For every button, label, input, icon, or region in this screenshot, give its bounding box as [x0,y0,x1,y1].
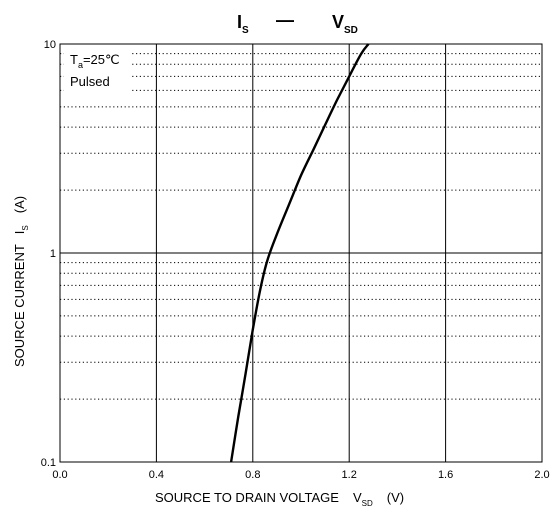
condition-temperature: Ta=25℃ [70,52,120,70]
x-tick-label: 2.0 [534,469,549,481]
title-is-subscript: S [242,25,249,36]
x-tick-label: 0.8 [245,469,260,481]
condition-temp-subscript: a [78,60,83,70]
y-axis-symbol: I [12,231,27,235]
y-axis-label: SOURCE CURRENT IS (A) [12,196,30,367]
series-line [229,43,370,463]
y-tick-labels: 0.1 1 10 [41,39,56,469]
x-tick-label: 0.4 [149,469,164,481]
y-axis-label-text: SOURCE CURRENT [12,244,27,367]
x-axis-symbol: V [353,490,362,505]
plot-frame [59,43,543,463]
y-tick-label: 10 [44,39,56,51]
chart-title-vsd: VSD [332,12,358,36]
y-tick-label: 1 [50,248,56,260]
y-axis-subscript: S [21,225,30,230]
chart-title-dash: — [276,10,294,30]
x-tick-label: 1.2 [342,469,357,481]
x-tick-label: 1.6 [438,469,453,481]
x-tick-labels: 0.0 0.4 0.8 1.2 1.6 2.0 [52,469,549,481]
title-vsd-subscript: SD [344,25,358,36]
x-tick-label: 0.0 [52,469,67,481]
y-tick-label: 0.1 [41,457,56,469]
x-axis-label: SOURCE TO DRAIN VOLTAGE VSD (V) [155,490,404,508]
title-is-symbol: I [237,12,242,32]
condition-temp-symbol: T [70,52,78,67]
chart-title-is: IS [237,12,249,36]
y-axis-unit: (A) [12,196,27,213]
condition-pulsed: Pulsed [70,74,110,89]
condition-temp-value: =25℃ [83,52,120,67]
title-vsd-symbol: V [332,12,344,32]
x-axis-subscript: SD [362,499,373,508]
x-axis-unit: (V) [387,490,404,505]
grid [60,44,542,462]
x-axis-label-text: SOURCE TO DRAIN VOLTAGE [155,490,339,505]
annotation-background [64,48,130,96]
